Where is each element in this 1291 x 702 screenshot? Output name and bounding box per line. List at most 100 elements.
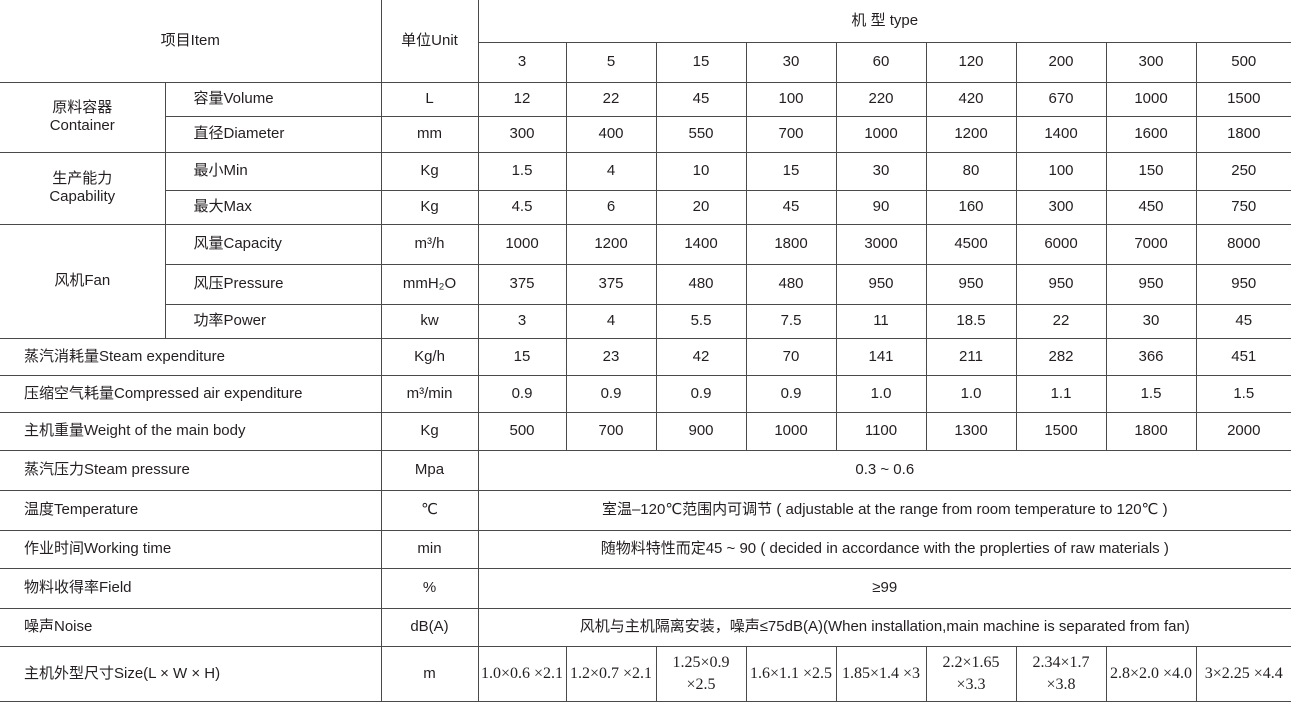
- value-cell: 211: [925, 337, 1017, 376]
- unit-cell: ℃: [380, 489, 479, 531]
- value-cell: 3: [477, 303, 567, 339]
- unit-cell: mmH₂O: [380, 263, 479, 305]
- table-row: 生产能力 Capability 最小Min Kg 1.5 4 10 15 30 80 100 150…: [0, 151, 1291, 225]
- value-cell: 100: [745, 81, 837, 117]
- value-cell: 45: [745, 189, 837, 225]
- value-cell: 220: [835, 81, 927, 117]
- value-cell: 4: [565, 151, 657, 191]
- value-cell: 5.5: [655, 303, 747, 339]
- model-200: 200: [1015, 41, 1107, 83]
- row-label: 主机重量Weight of the main body: [0, 411, 382, 451]
- value-cell: 1800: [1105, 411, 1197, 451]
- size-cell: 1.85×1.4 ×3: [835, 645, 927, 702]
- value-cell: 300: [477, 115, 567, 153]
- group-label: 风机Fan: [0, 223, 166, 339]
- value-cell: 20: [655, 189, 747, 225]
- value-cell: 7.5: [745, 303, 837, 339]
- value-cell: 700: [565, 411, 657, 451]
- value-cell: 950: [1015, 263, 1107, 305]
- unit-cell: m³/h: [380, 223, 479, 265]
- value-cell: 1.5: [1105, 374, 1197, 413]
- table-row: 直径Diameter mm 300 400 550 700 1000 1200 1400 1600…: [0, 115, 1291, 153]
- unit-cell: m: [380, 645, 479, 702]
- value-cell: 1400: [655, 223, 747, 265]
- unit-cell: m³/min: [380, 374, 479, 413]
- value-cell: 1.1: [1015, 374, 1107, 413]
- value-cell: 70: [745, 337, 837, 376]
- value-cell: 1.0: [835, 374, 927, 413]
- size-cell: 2.8×2.0 ×4.0: [1105, 645, 1197, 702]
- value-cell: 30: [1105, 303, 1197, 339]
- value-cell: 30: [835, 151, 927, 191]
- table-row: 蒸汽消耗量Steam expenditure Kg/h 15 23 42 70 141 211…: [0, 337, 1291, 376]
- row-label: 风量Capacity: [164, 223, 382, 265]
- value-cell: 366: [1105, 337, 1197, 376]
- span-value-cell: 风机与主机隔离安装，噪声≤75dB(A)(When installation,m…: [477, 607, 1291, 647]
- row-label: 噪声Noise: [0, 607, 382, 647]
- row-label: 功率Power: [165, 303, 382, 339]
- row-label: 容量Volume: [164, 81, 382, 117]
- value-cell: 550: [655, 115, 747, 153]
- table-row: 功率Power kw 3 4 5.5 7.5 11 18.5 22 30 45: [0, 303, 1291, 339]
- table-row: 噪声Noise dB(A) 风机与主机隔离安装，噪声≤75dB(A)(When in…: [0, 607, 1291, 647]
- unit-cell: L: [380, 81, 479, 117]
- size-cell: 3×2.25 ×4.4: [1195, 645, 1291, 702]
- value-cell: 4.5: [477, 189, 567, 225]
- model-120: 120: [925, 41, 1017, 83]
- value-cell: 45: [1195, 303, 1291, 339]
- unit-cell: mm: [380, 115, 479, 153]
- table-row: 主机外型尺寸Size(L × W × H) m 1.0×0.6 ×2.1 1.2×0.…: [0, 645, 1291, 702]
- value-cell: 1500: [1195, 81, 1291, 117]
- unit-header: 单位Unit: [380, 0, 479, 83]
- value-cell: 4: [565, 303, 657, 339]
- row-label: 风压Pressure: [165, 263, 382, 305]
- value-cell: 3000: [835, 223, 927, 265]
- size-cell: 1.25×0.9 ×2.5: [655, 645, 747, 702]
- table-row: 压缩空气耗量Compressed air expenditure m³/min 0.…: [0, 374, 1291, 413]
- unit-cell: Kg: [380, 189, 479, 225]
- table-row: 温度Temperature ℃ 室温–120℃范围内可调节 ( adjustable…: [0, 489, 1291, 531]
- value-cell: 950: [1195, 263, 1291, 305]
- value-cell: 0.9: [477, 374, 567, 413]
- value-cell: 900: [655, 411, 747, 451]
- value-cell: 22: [565, 81, 657, 117]
- value-cell: 420: [925, 81, 1017, 117]
- model-15: 15: [655, 41, 747, 83]
- value-cell: 8000: [1195, 223, 1291, 265]
- unit-cell: min: [380, 529, 479, 569]
- row-label: 压缩空气耗量Compressed air expenditure: [0, 374, 382, 413]
- group-label: 原料容器 Container: [0, 81, 166, 153]
- table-row: 作业时间Working time min 随物料特性而定45 ~ 90 ( deci…: [0, 529, 1291, 569]
- unit-cell: Kg: [380, 151, 479, 191]
- value-cell: 1.5: [477, 151, 567, 191]
- span-value-cell: 0.3 ~ 0.6: [477, 449, 1291, 491]
- value-cell: 1000: [477, 223, 567, 265]
- value-cell: 1400: [1015, 115, 1107, 153]
- item-header: 项目Item: [0, 0, 382, 83]
- unit-cell: Kg: [380, 411, 479, 451]
- value-cell: 150: [1105, 151, 1197, 191]
- model-60: 60: [835, 41, 927, 83]
- value-cell: 0.9: [565, 374, 657, 413]
- value-cell: 23: [565, 337, 657, 376]
- span-value-cell: ≥99: [477, 567, 1291, 609]
- value-cell: 2000: [1195, 411, 1291, 451]
- table-row: 原料容器 Container 容量Volume L 12 22 45 100 220 420 67…: [0, 81, 1291, 153]
- value-cell: 1800: [1195, 115, 1291, 153]
- size-cell: 2.2×1.65 ×3.3: [925, 645, 1017, 702]
- value-cell: 375: [565, 263, 657, 305]
- table-row: 蒸汽压力Steam pressure Mpa 0.3 ~ 0.6: [0, 449, 1291, 491]
- value-cell: 950: [925, 263, 1017, 305]
- value-cell: 450: [1105, 189, 1197, 225]
- table-row: 3 5 15 30 60 120 200 300 500: [0, 41, 1291, 83]
- unit-cell: dB(A): [380, 607, 479, 647]
- table-row: 风机Fan 风量Capacity m³/h 1000 1200 1400 1800 3000 4…: [0, 223, 1291, 339]
- unit-cell: %: [380, 567, 479, 609]
- value-cell: 15: [745, 151, 837, 191]
- table-row: 项目Item 单位Unit 机 型 type: [0, 0, 1291, 83]
- model-header: 机 型 type: [477, 0, 1291, 43]
- value-cell: 0.9: [745, 374, 837, 413]
- value-cell: 480: [745, 263, 837, 305]
- value-cell: 1600: [1105, 115, 1197, 153]
